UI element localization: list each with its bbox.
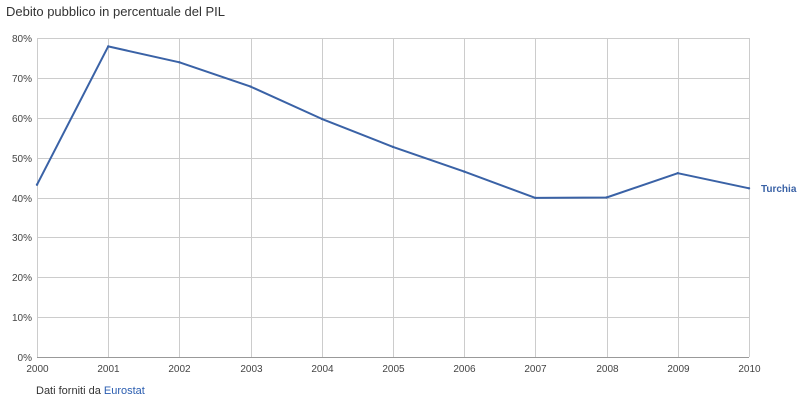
x-tick-label: 2007 — [524, 364, 547, 375]
y-tick-label: 60% — [12, 114, 32, 125]
data-point — [463, 170, 466, 173]
data-point — [391, 145, 395, 149]
y-tick-label: 30% — [12, 233, 32, 244]
y-tick-label: 0% — [18, 353, 33, 364]
x-axis-tick-labels: 2000 2001 2002 2003 2004 2005 2006 2007 2008 2009… — [26, 364, 761, 375]
y-tick-label: 20% — [12, 273, 32, 284]
source-attribution: Dati forniti da Eurostat — [36, 385, 145, 397]
data-point — [35, 183, 39, 186]
x-tick-label: 2008 — [596, 364, 619, 375]
data-point — [747, 187, 751, 190]
series-label-0[interactable]: Turchia — [761, 184, 797, 195]
data-point — [320, 117, 323, 121]
x-tick-label: 2005 — [382, 364, 405, 375]
x-tick-label: 2004 — [311, 364, 334, 375]
source-prefix: Dati forniti da — [36, 385, 101, 397]
y-tick-label: 70% — [12, 74, 32, 85]
data-point — [178, 61, 181, 64]
grid-lines — [37, 38, 750, 358]
x-tick-label: 2001 — [97, 364, 120, 375]
data-point — [249, 85, 252, 88]
x-tick-label: 2006 — [453, 364, 476, 375]
data-point — [534, 196, 537, 200]
eurostat-link[interactable]: Eurostat — [103, 385, 145, 397]
y-axis-tick-labels: 0% 10% 20% 30% 40% 50% 60% 70% 80% — [12, 34, 32, 364]
chart-title: Debito pubblico in percentuale del PIL — [6, 4, 225, 19]
data-point — [605, 196, 608, 199]
data-point — [107, 45, 110, 48]
series-group: Turchia — [35, 45, 797, 200]
y-tick-label: 80% — [12, 34, 32, 45]
x-tick-label: 2010 — [738, 364, 761, 375]
x-tick-label: 2009 — [667, 364, 690, 375]
y-tick-label: 10% — [12, 313, 32, 324]
x-tick-label: 2000 — [26, 364, 49, 375]
x-tick-label: 2002 — [168, 364, 191, 375]
y-tick-label: 40% — [12, 194, 32, 205]
y-tick-label: 50% — [12, 154, 32, 165]
x-tick-label: 2003 — [240, 364, 263, 375]
data-point — [676, 172, 679, 175]
